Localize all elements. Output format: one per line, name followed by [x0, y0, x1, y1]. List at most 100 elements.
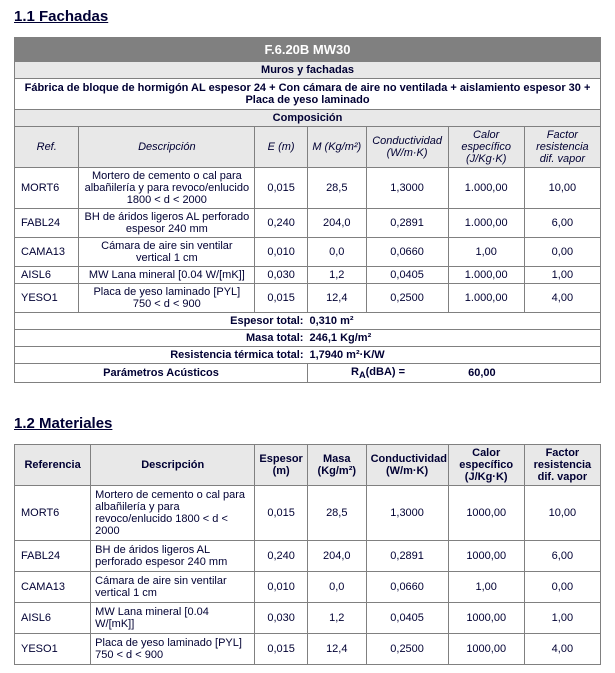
- cell-ref: CAMA13: [15, 572, 91, 603]
- cell-desc: Mortero de cemento o cal para albañilerí…: [91, 486, 255, 541]
- cell-m: 0,0: [307, 238, 366, 267]
- cell-calor: 1.000,00: [448, 284, 524, 313]
- cell-cond: 0,0660: [366, 238, 448, 267]
- table-row: MORT6Mortero de cemento o cal para albañ…: [15, 486, 601, 541]
- resist-val: 1,7940 m²·K/W: [307, 347, 600, 364]
- cell-cond: 0,2891: [366, 541, 448, 572]
- cell-e: 0,015: [255, 284, 308, 313]
- cell-desc: Placa de yeso laminado [PYL] 750 < d < 9…: [79, 284, 255, 313]
- cell-factor: 1,00: [524, 267, 600, 284]
- cell-cond: 0,0660: [366, 572, 448, 603]
- cell-factor: 10,00: [524, 168, 600, 209]
- col2-ref: Referencia: [15, 445, 91, 486]
- cell-ref: AISL6: [15, 267, 79, 284]
- cell-m: 28,5: [307, 168, 366, 209]
- cell-calor: 1.000,00: [448, 267, 524, 284]
- cell-factor: 1,00: [524, 603, 600, 634]
- cell-e: 0,240: [255, 541, 308, 572]
- cell-factor: 4,00: [524, 634, 600, 665]
- cell-desc: BH de áridos ligeros AL perforado espeso…: [91, 541, 255, 572]
- cell-desc: MW Lana mineral [0.04 W/[mK]]: [79, 267, 255, 284]
- cell-cond: 1,3000: [366, 486, 448, 541]
- col2-cond: Conductividad (W/m·K): [366, 445, 448, 486]
- cell-calor: 1000,00: [448, 541, 524, 572]
- masa-val: 246,1 Kg/m²: [307, 330, 600, 347]
- cell-factor: 6,00: [524, 541, 600, 572]
- col2-m: Masa (Kg/m²): [307, 445, 366, 486]
- composition-header: Composición: [15, 110, 601, 127]
- section-heading-materiales: 1.2 Materiales: [14, 415, 601, 432]
- cell-ref: FABL24: [15, 541, 91, 572]
- table-row: FABL24BH de áridos ligeros AL perforado …: [15, 209, 601, 238]
- cell-cond: 0,2500: [366, 284, 448, 313]
- cell-desc: MW Lana mineral [0.04 W/[mK]]: [91, 603, 255, 634]
- cell-cond: 0,2891: [366, 209, 448, 238]
- table-row: CAMA13Cámara de aire sin ventilar vertic…: [15, 238, 601, 267]
- resist-label: Resistencia térmica total:: [15, 347, 308, 364]
- cell-factor: 4,00: [524, 284, 600, 313]
- cell-ref: YESO1: [15, 634, 91, 665]
- table-title-bar: F.6.20B MW30: [15, 38, 601, 62]
- cell-m: 204,0: [307, 541, 366, 572]
- col-ref: Ref.: [15, 127, 79, 168]
- cell-ref: AISL6: [15, 603, 91, 634]
- cell-cond: 0,2500: [366, 634, 448, 665]
- table-row: FABL24BH de áridos ligeros AL perforado …: [15, 541, 601, 572]
- table-row: YESO1Placa de yeso laminado [PYL] 750 < …: [15, 284, 601, 313]
- fachadas-table: F.6.20B MW30 Muros y fachadas Fábrica de…: [14, 37, 601, 383]
- cell-calor: 1000,00: [448, 486, 524, 541]
- cell-m: 1,2: [307, 267, 366, 284]
- ra-label: RA(dBA) =: [307, 364, 448, 383]
- cell-e: 0,030: [255, 603, 308, 634]
- table-long-desc: Fábrica de bloque de hormigón AL espesor…: [15, 79, 601, 110]
- cell-factor: 0,00: [524, 238, 600, 267]
- cell-m: 1,2: [307, 603, 366, 634]
- cell-ref: CAMA13: [15, 238, 79, 267]
- cell-e: 0,015: [255, 634, 308, 665]
- cell-m: 0,0: [307, 572, 366, 603]
- cell-desc: Mortero de cemento o cal para albañilerí…: [79, 168, 255, 209]
- ra-val: 60,00: [448, 364, 600, 383]
- table-row: CAMA13Cámara de aire sin ventilar vertic…: [15, 572, 601, 603]
- col-factor: Factor resistencia dif. vapor: [524, 127, 600, 168]
- cell-ref: FABL24: [15, 209, 79, 238]
- cell-desc: Cámara de aire sin ventilar vertical 1 c…: [79, 238, 255, 267]
- cell-factor: 6,00: [524, 209, 600, 238]
- col2-factor: Factor resistencia dif. vapor: [524, 445, 600, 486]
- materiales-table: Referencia Descripción Espesor (m) Masa …: [14, 444, 601, 665]
- cell-e: 0,240: [255, 209, 308, 238]
- cell-cond: 0,0405: [366, 603, 448, 634]
- cell-e: 0,015: [255, 168, 308, 209]
- cell-desc: Placa de yeso laminado [PYL] 750 < d < 9…: [91, 634, 255, 665]
- cell-calor: 1,00: [448, 238, 524, 267]
- cell-calor: 1,00: [448, 572, 524, 603]
- cell-m: 12,4: [307, 284, 366, 313]
- cell-ref: MORT6: [15, 168, 79, 209]
- cell-m: 204,0: [307, 209, 366, 238]
- table-row: AISL6MW Lana mineral [0.04 W/[mK]]0,0301…: [15, 267, 601, 284]
- cell-calor: 1.000,00: [448, 209, 524, 238]
- cell-e: 0,015: [255, 486, 308, 541]
- cell-desc: Cámara de aire sin ventilar vertical 1 c…: [91, 572, 255, 603]
- col2-calor: Calor específico (J/Kg·K): [448, 445, 524, 486]
- cell-m: 28,5: [307, 486, 366, 541]
- table-row: AISL6MW Lana mineral [0.04 W/[mK]]0,0301…: [15, 603, 601, 634]
- espesor-val: 0,310 m²: [307, 313, 600, 330]
- cell-ref: YESO1: [15, 284, 79, 313]
- espesor-label: Espesor total:: [15, 313, 308, 330]
- col-desc: Descripción: [79, 127, 255, 168]
- cell-factor: 10,00: [524, 486, 600, 541]
- cell-calor: 1.000,00: [448, 168, 524, 209]
- table-subtitle: Muros y fachadas: [15, 62, 601, 79]
- table-row: YESO1Placa de yeso laminado [PYL] 750 < …: [15, 634, 601, 665]
- col2-e: Espesor (m): [255, 445, 308, 486]
- col-cond: Conductividad (W/m·K): [366, 127, 448, 168]
- col-m: M (Kg/m²): [307, 127, 366, 168]
- section-heading-fachadas: 1.1 Fachadas: [14, 8, 601, 25]
- cell-m: 12,4: [307, 634, 366, 665]
- col-e: E (m): [255, 127, 308, 168]
- cell-desc: BH de áridos ligeros AL perforado espeso…: [79, 209, 255, 238]
- cell-calor: 1000,00: [448, 634, 524, 665]
- cell-cond: 1,3000: [366, 168, 448, 209]
- masa-label: Masa total:: [15, 330, 308, 347]
